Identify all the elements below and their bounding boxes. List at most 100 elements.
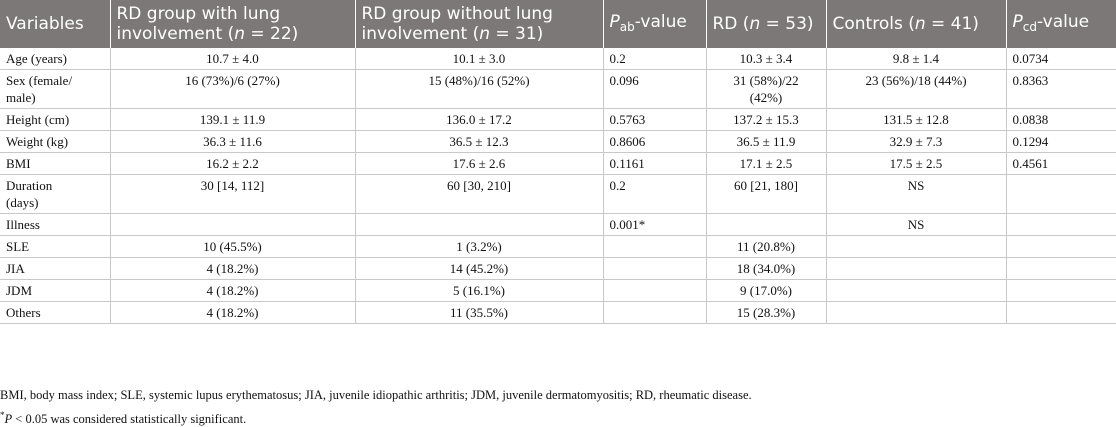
table-cell [826, 257, 1007, 280]
table-cell [706, 213, 827, 236]
table-cell: NS [826, 174, 1007, 214]
table-cell: 0.5763 [603, 108, 707, 131]
table-cell: 36.5 ± 11.9 [706, 130, 827, 153]
table-cell: 4 (18.2%) [110, 279, 356, 302]
table-cell: 17.1 ± 2.5 [706, 152, 827, 175]
table-cell: 0.1161 [603, 152, 707, 175]
table-cell: 1 (3.2%) [355, 235, 604, 258]
row-label-cell: SLE [0, 235, 111, 258]
header-p-ab: Pab-value [603, 0, 707, 48]
table-cell [826, 301, 1007, 324]
table-cell: 14 (45.2%) [355, 257, 604, 280]
row-label-cell: JDM [0, 279, 111, 302]
table-cell: 0.1294 [1006, 130, 1116, 153]
table-cell [1006, 235, 1116, 258]
row-label-cell: Height (cm) [0, 108, 111, 131]
table-cell: 4 (18.2%) [110, 257, 356, 280]
header-variables: Variables [0, 0, 111, 48]
table-row: SLE 10 (45.5%) 1 (3.2%) 11 (20.8%) [0, 235, 1116, 258]
table-cell [603, 235, 707, 258]
table-cell: 9 (17.0%) [706, 279, 827, 302]
row-label-cell: Others [0, 301, 111, 324]
data-table: Variables RD group with lung involvement… [0, 0, 1116, 324]
table-cell: 11 (35.5%) [355, 301, 604, 324]
table-cell: 31 (58%)/22 (42%) [706, 69, 827, 109]
table-cell: 5 (16.1%) [355, 279, 604, 302]
table-cell: 0.096 [603, 69, 707, 109]
table-cell: 0.0838 [1006, 108, 1116, 131]
row-label-cell: Age (years) [0, 48, 111, 70]
table-row: Weight (kg) 36.3 ± 11.6 36.5 ± 12.3 0.8606 3… [0, 130, 1116, 153]
table-cell [1006, 301, 1116, 324]
table-cell: 9.8 ± 1.4 [826, 48, 1007, 70]
table-row: Age (years) 10.7 ± 4.0 10.1 ± 3.0 0.2 10.3 ±… [0, 48, 1116, 70]
table-cell [603, 301, 707, 324]
row-label-cell: Illness [0, 213, 111, 236]
table-cell: 16.2 ± 2.2 [110, 152, 356, 175]
table-cell: 136.0 ± 17.2 [355, 108, 604, 131]
table-cell: 137.2 ± 15.3 [706, 108, 827, 131]
table-cell [110, 213, 356, 236]
table-row: BMI 16.2 ± 2.2 17.6 ± 2.6 0.1161 17.1 ± 2.5 1… [0, 152, 1116, 175]
table-cell: 11 (20.8%) [706, 235, 827, 258]
table-cell [1006, 279, 1116, 302]
table-cell: 0.2 [603, 48, 707, 70]
header-rd-without-lung: RD group without lung involvement (n = 3… [355, 0, 604, 48]
table-cell [1006, 213, 1116, 236]
table-cell [603, 257, 707, 280]
table-cell: 4 (18.2%) [110, 301, 356, 324]
table-cell: 10.3 ± 3.4 [706, 48, 827, 70]
footnote-significance: *P < 0.05 was considered statistically s… [0, 410, 247, 427]
table-cell: 139.1 ± 11.9 [110, 108, 356, 131]
table-cell: 0.2 [603, 174, 707, 214]
table-cell: 23 (56%)/18 (44%) [826, 69, 1007, 109]
table-cell [355, 213, 604, 236]
table-cell [1006, 257, 1116, 280]
row-label-cell: Sex (female/male) [0, 69, 111, 109]
row-label-cell: Weight (kg) [0, 130, 111, 153]
table-row: Others 4 (18.2%) 11 (35.5%) 15 (28.3%) [0, 301, 1116, 324]
row-label-cell: Duration (days) [0, 174, 111, 214]
table-cell: 60 [21, 180] [706, 174, 827, 214]
header-rd: RD (n = 53) [706, 0, 827, 48]
table-cell: 36.3 ± 11.6 [110, 130, 356, 153]
header-p-cd: Pcd-value [1006, 0, 1116, 48]
table-cell: 131.5 ± 12.8 [826, 108, 1007, 131]
table-cell [603, 279, 707, 302]
table-cell: 15 (28.3%) [706, 301, 827, 324]
table-row: Sex (female/male) 16 (73%)/6 (27%) 15 (48%… [0, 69, 1116, 109]
table-cell: 10 (45.5%) [110, 235, 356, 258]
table-row: Height (cm) 139.1 ± 11.9 136.0 ± 17.2 0.576… [0, 108, 1116, 131]
header-controls: Controls (n = 41) [826, 0, 1007, 48]
table-cell: 36.5 ± 12.3 [355, 130, 604, 153]
table-row: Illness 0.001* NS [0, 213, 1116, 236]
table-row: JIA 4 (18.2%) 14 (45.2%) 18 (34.0%) [0, 257, 1116, 280]
table-cell: 0.001* [603, 213, 707, 236]
table-cell: 17.5 ± 2.5 [826, 152, 1007, 175]
table-cell: 15 (48%)/16 (52%) [355, 69, 604, 109]
table-cell: NS [826, 213, 1007, 236]
table-cell: 32.9 ± 7.3 [826, 130, 1007, 153]
table-row: Duration (days) 30 [14, 112] 60 [30, 210] 0.… [0, 174, 1116, 214]
table-cell: 10.7 ± 4.0 [110, 48, 356, 70]
table-cell: 0.8606 [603, 130, 707, 153]
table-cell: 0.0734 [1006, 48, 1116, 70]
table-cell: 18 (34.0%) [706, 257, 827, 280]
table-cell [1006, 174, 1116, 214]
table-cell: 10.1 ± 3.0 [355, 48, 604, 70]
table-cell: 30 [14, 112] [110, 174, 356, 214]
header-row: Variables RD group with lung involvement… [0, 0, 1116, 48]
row-label-cell: BMI [0, 152, 111, 175]
row-label-cell: JIA [0, 257, 111, 280]
footnote-abbreviations: BMI, body mass index; SLE, systemic lupu… [0, 388, 752, 402]
table-cell [826, 279, 1007, 302]
table-row: JDM 4 (18.2%) 5 (16.1%) 9 (17.0%) [0, 279, 1116, 302]
table-cell: 16 (73%)/6 (27%) [110, 69, 356, 109]
table-cell: 60 [30, 210] [355, 174, 604, 214]
table-cell: 0.4561 [1006, 152, 1116, 175]
header-rd-with-lung: RD group with lung involvement (n = 22) [110, 0, 356, 48]
table-cell: 0.8363 [1006, 69, 1116, 109]
table-cell: 17.6 ± 2.6 [355, 152, 604, 175]
table-cell [826, 235, 1007, 258]
